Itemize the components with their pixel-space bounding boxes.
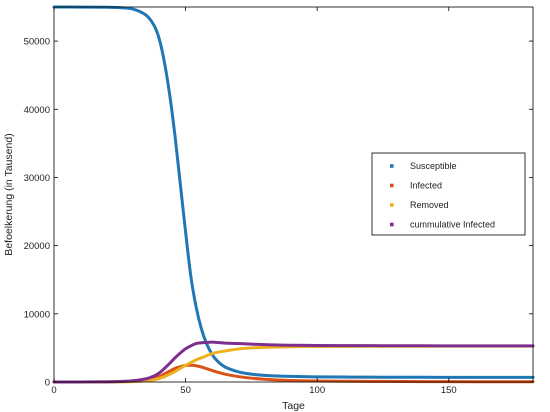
y-tick-label-1: 10000: [24, 309, 50, 320]
legend-label-2: Removed: [410, 200, 449, 210]
y-tick-label-0: 0: [45, 378, 50, 389]
x-tick-label-2: 100: [309, 385, 325, 396]
x-tick-label-3: 150: [441, 385, 457, 396]
legend-label-0: Susceptible: [410, 161, 457, 171]
legend-label-1: Infected: [410, 181, 442, 191]
y-tick-label-4: 40000: [24, 105, 50, 116]
legend-marker-2: [390, 203, 394, 207]
series-line-3: [52, 340, 535, 384]
y-axis-label: Befoelkerung (in Tausend): [3, 133, 15, 255]
legend: Susceptible Infected Removed cummulative In…: [371, 152, 526, 236]
x-tick-label-0: 0: [51, 385, 56, 396]
y-tick-label-2: 20000: [24, 241, 50, 252]
legend-marker-1: [390, 183, 394, 188]
tick-layer: 0 50 100 150 0 10000 20000 30000 40000 50000: [24, 7, 533, 396]
legend-marker-3: [390, 222, 394, 227]
legend-box: [371, 152, 526, 236]
x-axis-label: Tage: [282, 400, 305, 412]
plot-frame: [53, 6, 534, 383]
y-tick-label-3: 30000: [24, 173, 50, 184]
legend-label-3: cummulative Infected: [410, 220, 495, 230]
legend-marker-0: [390, 164, 394, 168]
y-tick-label-5: 50000: [24, 37, 50, 48]
x-tick-label-1: 50: [180, 385, 191, 396]
series-layer: [52, 5, 535, 384]
series-line-0: [52, 5, 535, 379]
